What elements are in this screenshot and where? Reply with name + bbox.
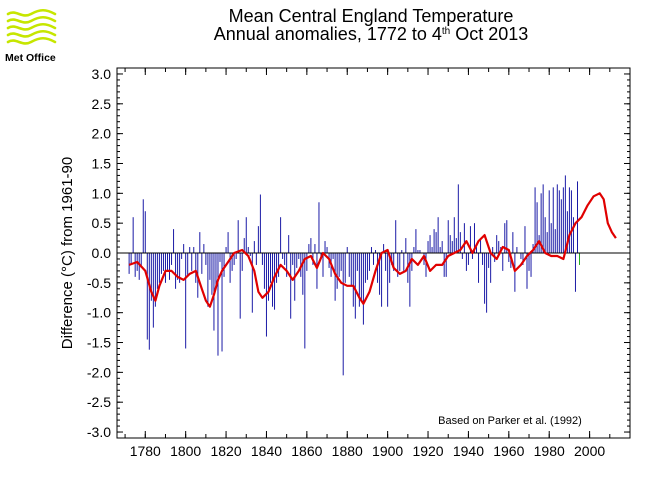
subtitle-prefix: Annual anomalies, 1772 to 4 [214,24,442,44]
y-tick-label: 2.5 [92,96,112,112]
smoothed-trend-line [128,192,617,308]
x-tick-label: 1940 [453,443,484,459]
source-annotation: Based on Parker et al. (1992) [438,415,582,427]
y-tick-label: 2.0 [92,126,112,142]
y-tick-label: 1.5 [92,155,112,171]
x-tick-label: 1900 [372,443,403,459]
logo-text: Met Office [5,52,56,64]
x-tick-label: 1980 [534,443,565,459]
y-tick-label: -2.5 [87,394,111,410]
x-tick-label: 1920 [412,443,443,459]
x-tick-label: 1840 [251,443,282,459]
x-tick-label: 1800 [170,443,201,459]
x-tick-label: 1780 [130,443,161,459]
subtitle-suffix: Oct 2013 [450,24,528,44]
x-tick-label: 1880 [332,443,363,459]
y-tick-label: -3.0 [87,424,111,440]
met-office-logo: Met Office [5,8,57,64]
subtitle-superscript: th [442,26,450,37]
y-tick-label: -2.0 [87,364,111,380]
x-tick-label: 1960 [493,443,524,459]
y-tick-label: -0.5 [87,275,111,291]
chart-subtitle: Annual anomalies, 1772 to 4th Oct 2013 [214,24,529,44]
y-tick-label: 0.5 [92,215,112,231]
anomaly-bars [128,175,581,376]
x-tick-label: 1860 [291,443,322,459]
y-axis-title: Difference (°C) from 1961-90 [59,157,76,349]
y-tick-label: 1.0 [92,185,112,201]
met-office-waves-icon [6,8,57,45]
y-tick-label: -1.0 [87,305,111,321]
x-tick-label: 2000 [574,443,605,459]
x-axis-ticks: 1780 1800 1820 1840 1860 1880 1900 1920 1940 1960… [124,68,631,459]
y-tick-label: 0.0 [92,245,112,261]
y-tick-label: 3.0 [92,66,112,82]
y-tick-label: -1.5 [87,335,111,351]
chart-title: Mean Central England Temperature [229,6,514,26]
x-tick-label: 1820 [210,443,241,459]
y-axis-ticks: 3.0 2.5 2.0 1.5 1.0 0.5 0.0 -0.5 -1.0 -1.5 -2.0 -2.… [87,66,630,440]
